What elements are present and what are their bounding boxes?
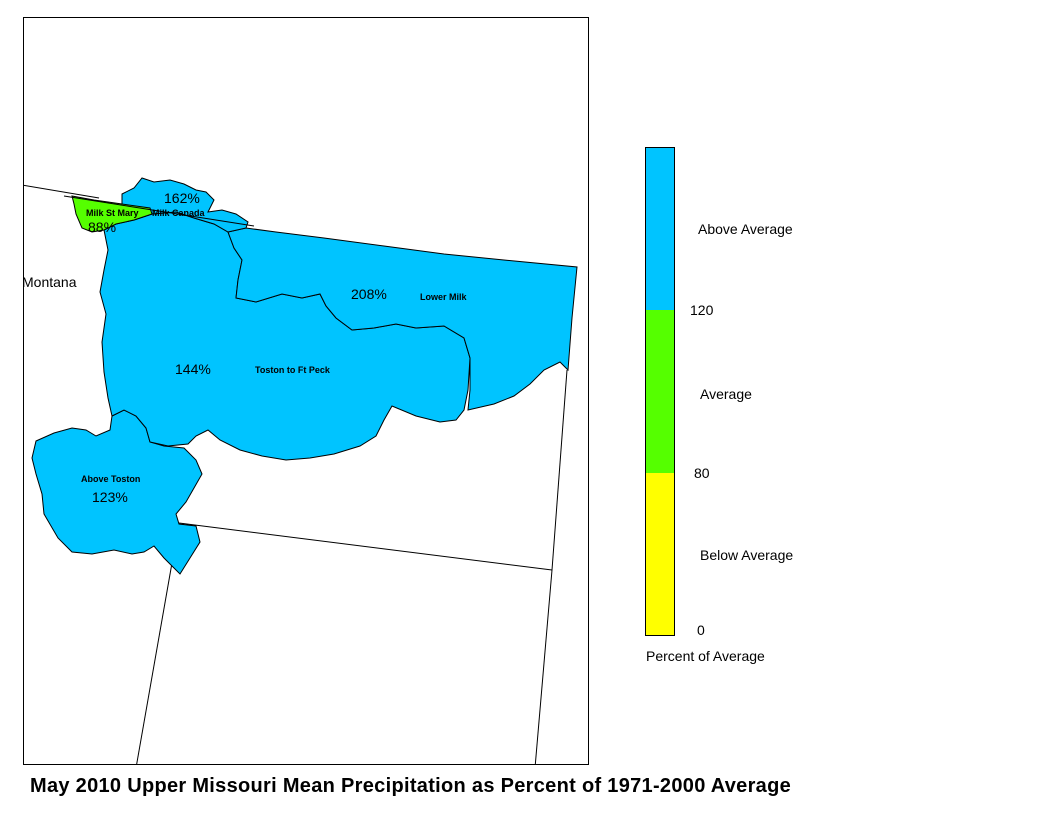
name-above-toston: Above Toston xyxy=(81,474,140,484)
name-lower-milk: Lower Milk xyxy=(420,292,468,302)
wyoming-border xyxy=(178,522,553,571)
canada-border-east xyxy=(63,195,255,227)
legend-label-above-average: Above Average xyxy=(698,221,793,237)
name-toston-to-ft-peck: Toston to Ft Peck xyxy=(255,365,331,375)
legend-break-0: 0 xyxy=(697,622,705,638)
legend-break-120: 120 xyxy=(690,302,714,318)
canada-border-west xyxy=(24,184,100,199)
percent-toston-to-ft-peck: 144% xyxy=(175,361,211,377)
legend-swatch-below-average xyxy=(646,473,674,635)
state-label-montana: Montana xyxy=(24,274,77,290)
page-title: May 2010 Upper Missouri Mean Precipitati… xyxy=(30,775,792,797)
percent-milk-st-mary: 88% xyxy=(88,219,116,235)
legend-break-80: 80 xyxy=(694,465,710,481)
legend-label-average: Average xyxy=(700,386,752,402)
map-panel: Montana 162% Milk St Mary Milk Canada 88… xyxy=(23,17,589,765)
legend-swatch-average xyxy=(646,310,674,473)
east-border-lower xyxy=(534,569,553,764)
basin-map: Montana 162% Milk St Mary Milk Canada 88… xyxy=(24,177,578,764)
legend-swatch-above-average xyxy=(646,148,674,310)
legend-color-bar xyxy=(645,147,675,636)
legend-title: Percent of Average xyxy=(646,648,765,664)
region-lower-milk[interactable] xyxy=(227,227,578,411)
region-milk-st-mary[interactable] xyxy=(71,195,153,233)
percent-lower-milk: 208% xyxy=(351,286,387,302)
percent-milk-canada: 162% xyxy=(164,190,200,206)
region-milk-canada[interactable] xyxy=(121,177,249,233)
percent-above-toston: 123% xyxy=(92,489,128,505)
east-border-upper xyxy=(551,369,568,571)
legend-label-below-average: Below Average xyxy=(700,547,794,563)
name-milk-canada: Milk Canada xyxy=(152,208,206,218)
name-milk-st-mary: Milk St Mary xyxy=(86,208,139,218)
